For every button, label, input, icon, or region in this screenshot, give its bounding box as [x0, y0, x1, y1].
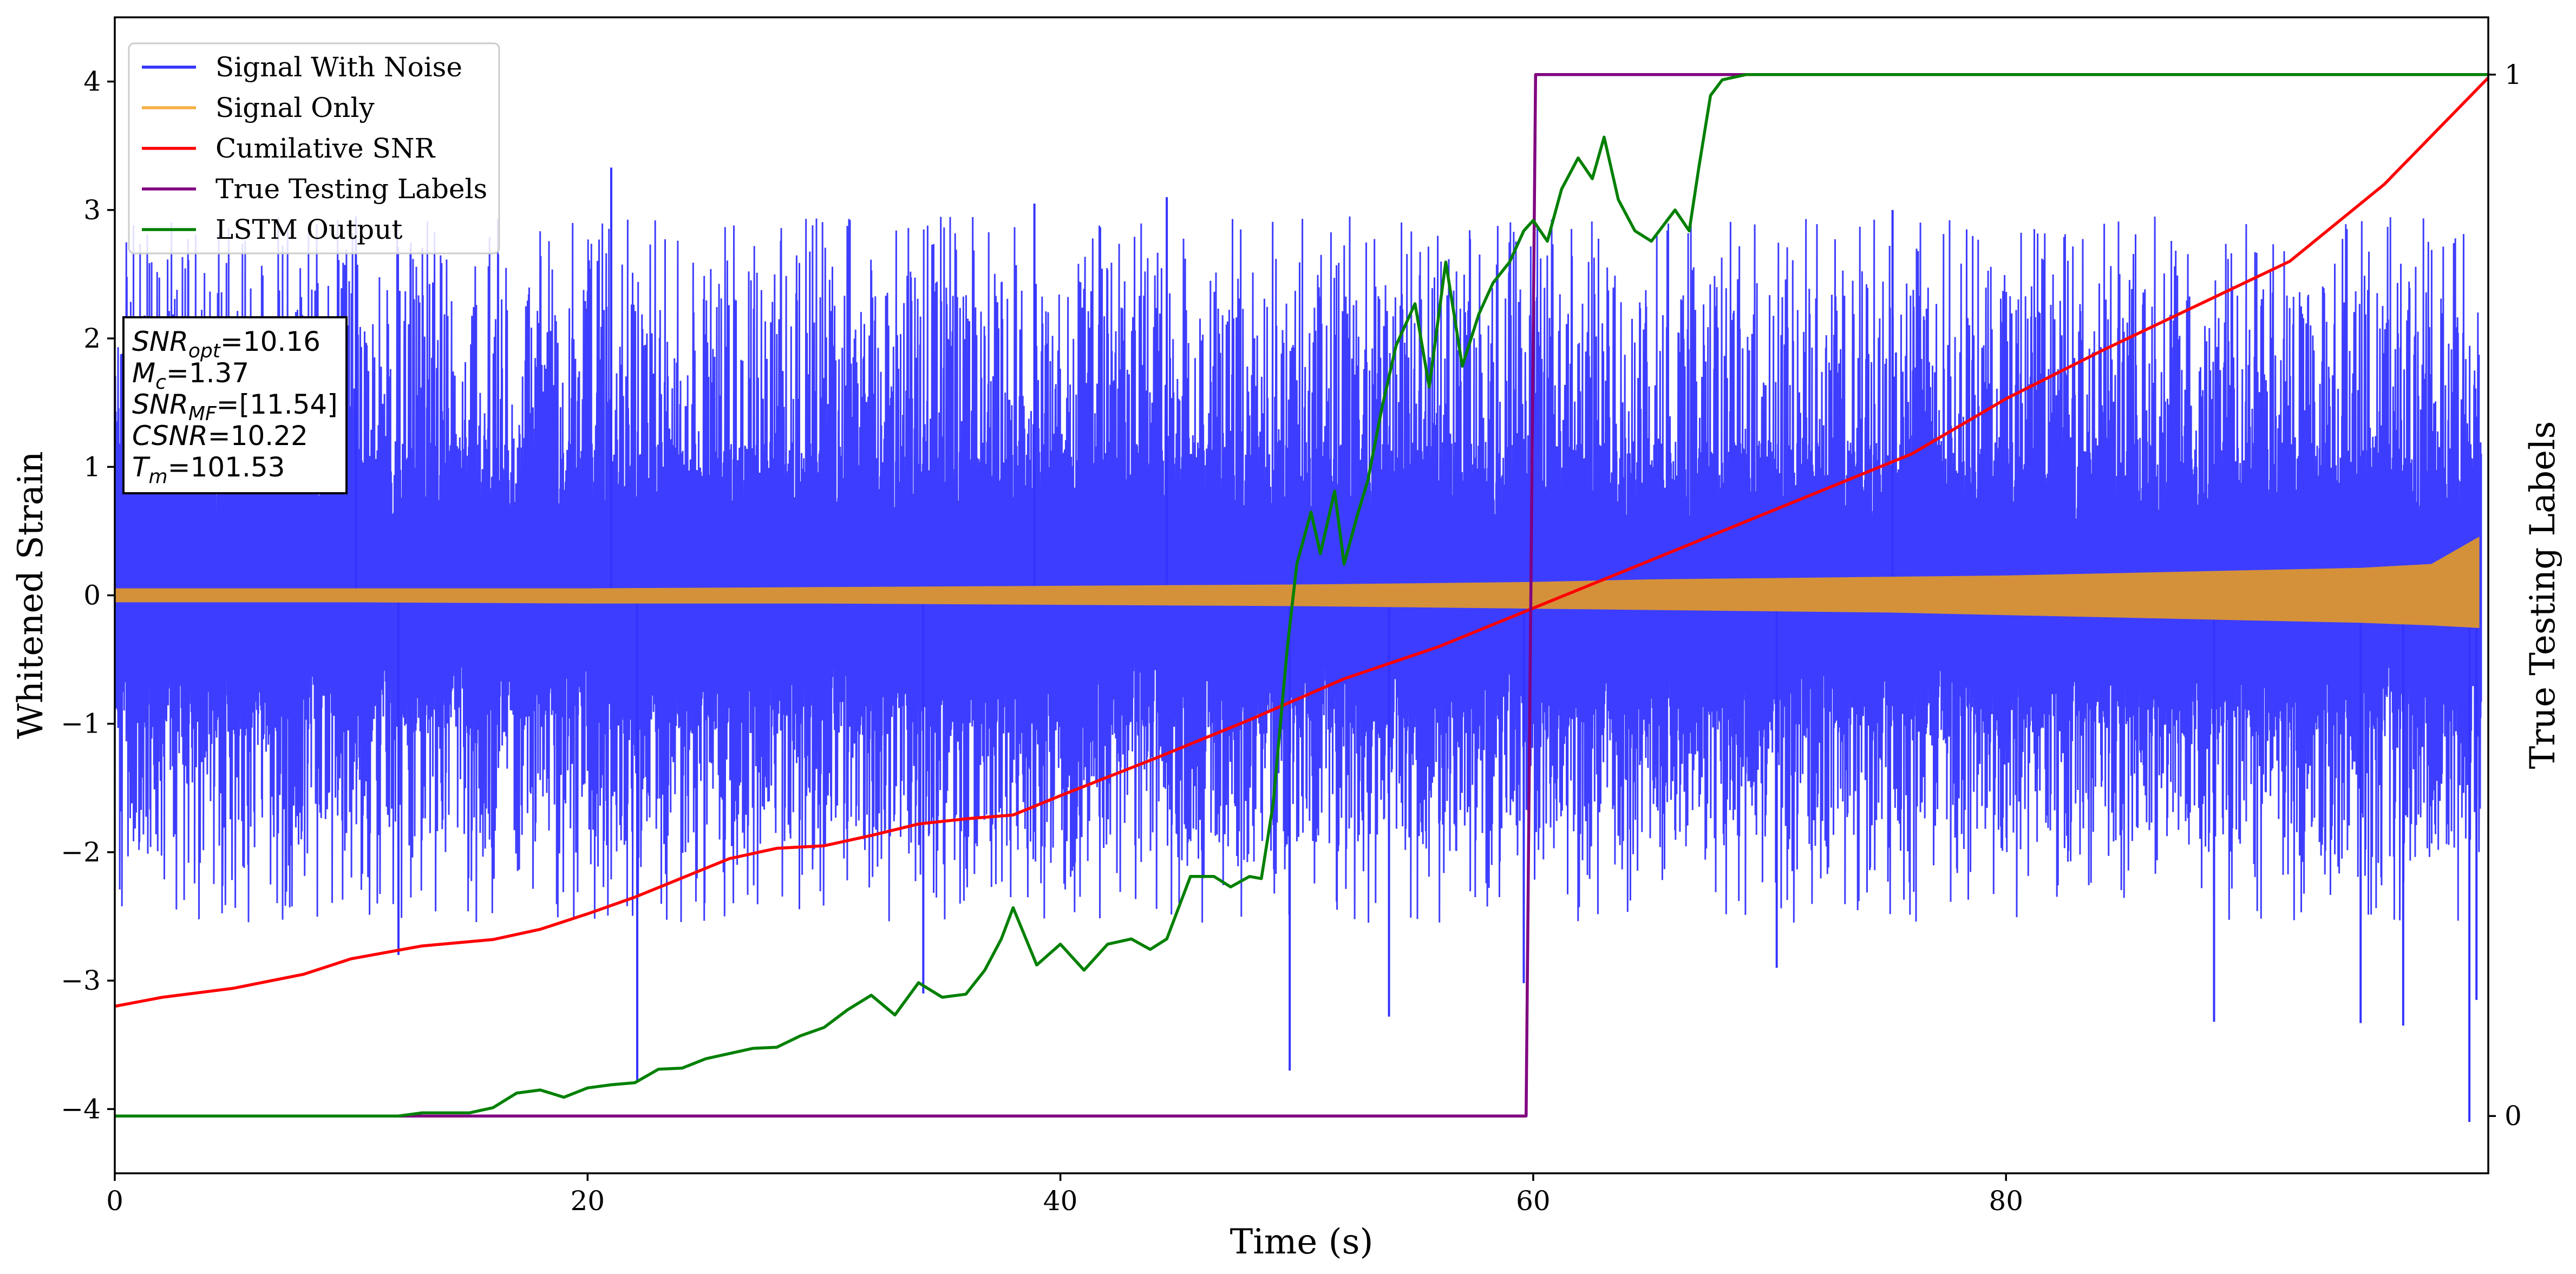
x-tick-label: 40 [1043, 1185, 1078, 1217]
lstm-output-line [115, 73, 2488, 1118]
legend-label: Cumilative SNR [215, 133, 435, 164]
legend-label: Signal Only [215, 92, 375, 123]
info-box-frame [122, 316, 348, 494]
y-tick-label: 4 [83, 66, 101, 97]
y-tick-label: −4 [61, 1093, 101, 1125]
legend-label: True Testing Labels [215, 173, 487, 205]
signal-with-noise-series [115, 167, 2482, 1122]
x-tick-label: 20 [570, 1185, 605, 1217]
y2-tick-label: 1 [2505, 59, 2522, 90]
y-tick-label: 3 [83, 194, 101, 226]
info-line: Tm=101.53 [132, 452, 285, 488]
signal-with-noise-line [115, 216, 2482, 923]
y2-tick-label: 0 [2505, 1100, 2522, 1132]
info-line: SNRopt=10.16 [132, 326, 321, 362]
plot-area [115, 73, 2488, 1122]
signal-only-series [115, 537, 2480, 628]
x-tick-label: 0 [106, 1185, 123, 1217]
y-tick-label: −3 [61, 965, 101, 996]
y-tick-label: −2 [61, 837, 101, 868]
x-axis-label: Time (s) [1230, 1222, 1374, 1262]
info-line: SNRMF=[11.54] [132, 389, 338, 425]
x-tick-label: 60 [1516, 1185, 1551, 1217]
lstm-output-series [115, 73, 2488, 1118]
y-tick-label: 2 [83, 323, 101, 354]
legend: Signal With Noise Signal Only Cumilative S… [128, 42, 500, 254]
y-tick-label: 1 [83, 451, 101, 482]
y-tick-label: 0 [83, 580, 101, 611]
y2-axis-label: True Testing Labels [2523, 421, 2563, 769]
legend-label: Signal With Noise [215, 51, 462, 83]
cumilative-snr-line [115, 76, 2488, 1008]
signal-only-band [115, 537, 2480, 628]
x-tick-label: 80 [1989, 1185, 2023, 1217]
info-line: Mc=1.37 [132, 357, 249, 394]
info-line: CSNR=10.22 [132, 420, 308, 452]
cumilative-snr-series [115, 76, 2488, 1008]
legend-label: LSTM Output [215, 214, 402, 245]
legend-box [128, 42, 500, 254]
y-axis-label: Whitened Strain [11, 451, 51, 739]
y-tick-label: −1 [61, 708, 101, 740]
info-box: SNRopt=10.16Mc=1.37SNRMF=[11.54]CSNR=10.… [122, 316, 348, 494]
